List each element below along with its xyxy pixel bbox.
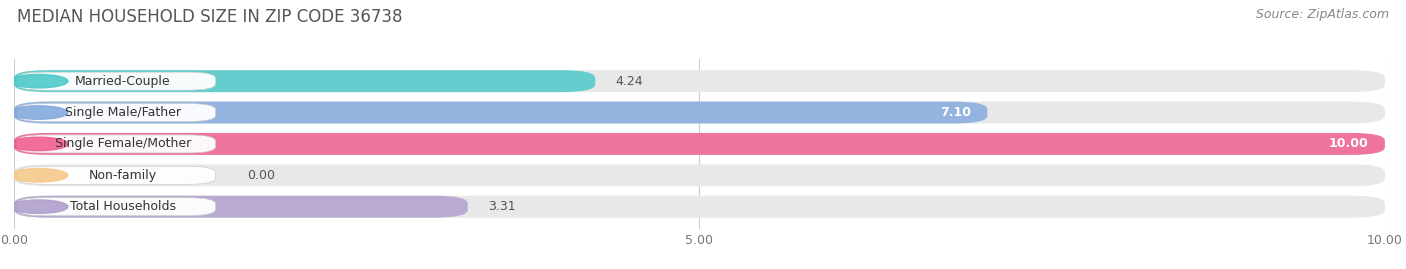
FancyBboxPatch shape bbox=[17, 104, 215, 122]
FancyBboxPatch shape bbox=[14, 102, 1385, 123]
Text: Total Households: Total Households bbox=[70, 200, 176, 213]
FancyBboxPatch shape bbox=[17, 72, 215, 90]
Circle shape bbox=[8, 75, 67, 88]
Text: MEDIAN HOUSEHOLD SIZE IN ZIP CODE 36738: MEDIAN HOUSEHOLD SIZE IN ZIP CODE 36738 bbox=[17, 8, 402, 26]
Text: Non-family: Non-family bbox=[89, 169, 157, 182]
FancyBboxPatch shape bbox=[14, 70, 1385, 92]
Text: Single Male/Father: Single Male/Father bbox=[65, 106, 181, 119]
FancyBboxPatch shape bbox=[14, 133, 1385, 155]
Circle shape bbox=[8, 200, 67, 213]
FancyBboxPatch shape bbox=[17, 166, 215, 184]
Text: Single Female/Mother: Single Female/Mother bbox=[55, 137, 191, 150]
Circle shape bbox=[8, 169, 67, 182]
Circle shape bbox=[8, 106, 67, 119]
Text: 3.31: 3.31 bbox=[488, 200, 516, 213]
FancyBboxPatch shape bbox=[14, 196, 1385, 218]
Text: 7.10: 7.10 bbox=[941, 106, 972, 119]
Text: Source: ZipAtlas.com: Source: ZipAtlas.com bbox=[1256, 8, 1389, 21]
FancyBboxPatch shape bbox=[17, 135, 215, 153]
FancyBboxPatch shape bbox=[14, 102, 987, 123]
FancyBboxPatch shape bbox=[17, 198, 215, 216]
Text: 0.00: 0.00 bbox=[247, 169, 276, 182]
Text: 10.00: 10.00 bbox=[1329, 137, 1368, 150]
FancyBboxPatch shape bbox=[14, 164, 1385, 186]
Text: Married-Couple: Married-Couple bbox=[76, 75, 172, 88]
FancyBboxPatch shape bbox=[14, 196, 468, 218]
Circle shape bbox=[8, 137, 67, 151]
Text: 4.24: 4.24 bbox=[616, 75, 644, 88]
FancyBboxPatch shape bbox=[14, 70, 595, 92]
FancyBboxPatch shape bbox=[14, 133, 1385, 155]
